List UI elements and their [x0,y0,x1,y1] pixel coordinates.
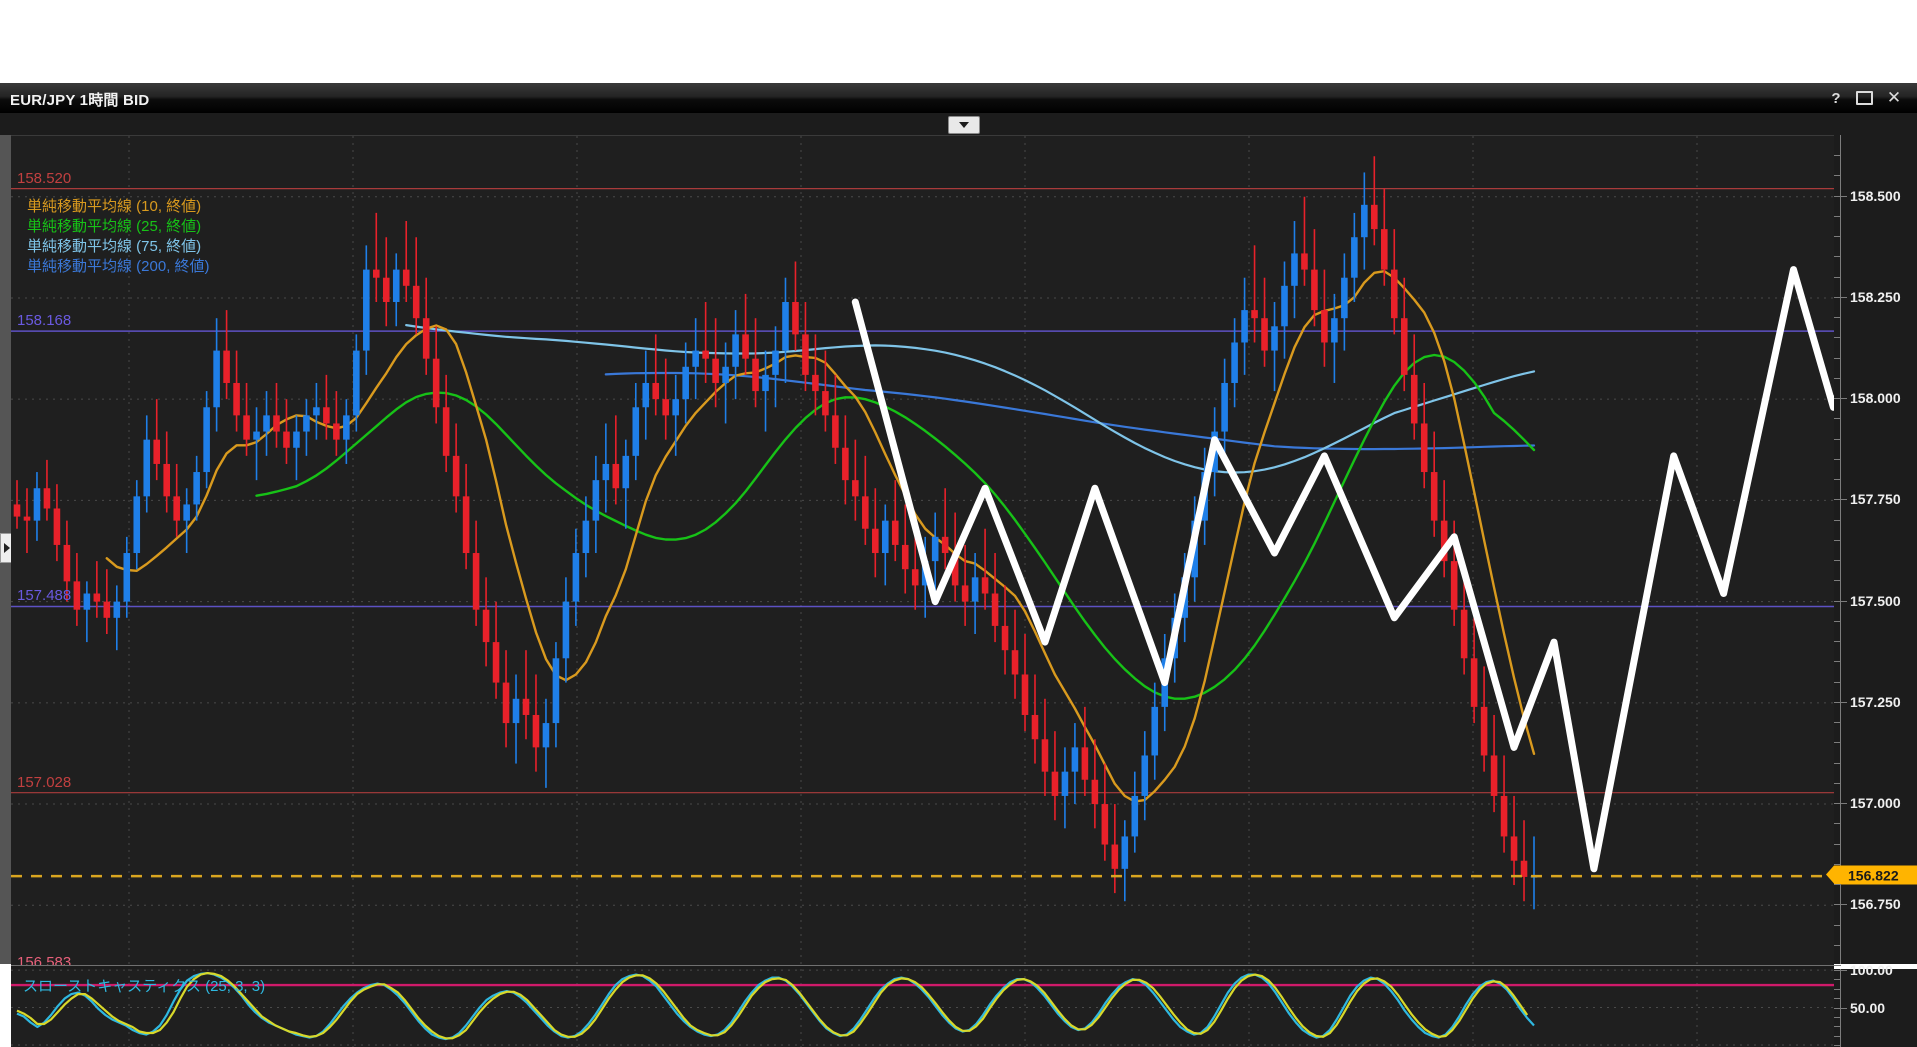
stochastic-axis-minor-tick [1834,979,1841,981]
axis-minor-tick [1834,803,1841,805]
axis-minor-tick [1834,236,1841,238]
axis-minor-tick [1834,722,1841,724]
price-grid [11,136,1834,966]
stochastic-tick-50-00: 50.00 [1850,999,1886,1016]
axis-minor-tick [1834,195,1841,197]
ma-25-line [255,353,1536,700]
axis-minor-tick [1834,884,1841,886]
stochastic-tick-100-00: 100.00 [1850,962,1893,979]
axis-minor-tick [1834,762,1841,764]
price-tick-157-250: 157.250 [1850,693,1901,710]
ma-75-line [405,324,1536,474]
price-tick-157-500: 157.500 [1850,592,1901,609]
axis-minor-tick [1834,398,1841,400]
axis-minor-tick [1834,377,1841,379]
axis-minor-tick [1834,924,1841,926]
axis-minor-tick [1834,701,1841,703]
caret-right-glyph [3,543,10,553]
axis-minor-tick [1834,499,1841,501]
ma-200-line [604,371,1536,451]
axis-minor-tick [1834,944,1841,946]
axis-minor-tick [1834,479,1841,481]
axis-rule [1840,135,1841,964]
left-rail [0,135,13,964]
stochastic-canvas [11,969,1834,1047]
axis-minor-tick [1834,438,1841,440]
axis-minor-tick [1834,823,1841,825]
chevron-down-icon[interactable] [948,116,980,134]
axis-minor-tick [1834,661,1841,663]
chart-window: EUR/JPY 1時間 BID ? ✕ 単純移動平均線 (10, 終値) [0,83,1917,1047]
window-titlebar[interactable]: EUR/JPY 1時間 BID ? ✕ [0,83,1917,113]
candlestick-series [13,156,1538,910]
axis-minor-tick [1834,296,1841,298]
axis-minor-tick [1834,357,1841,359]
help-icon[interactable]: ? [1831,89,1841,107]
axis-minor-tick [1834,560,1841,562]
toolbar-strip [0,113,1917,135]
axis-minor-tick [1834,276,1841,278]
price-axis[interactable]: 156.822 158.500 158.250 158.000 157.750 157.… [1826,135,1917,966]
axis-minor-tick [1834,742,1841,744]
price-tag-pointer [1826,865,1834,884]
stochastic-axis-minor-tick [1834,1026,1841,1028]
stochastic-chart[interactable]: スローストキャスティクス (25, 3, 3) [11,969,1834,1047]
axis-minor-tick [1834,782,1841,784]
axis-minor-tick [1834,620,1841,622]
price-tick-157-750: 157.750 [1850,491,1901,508]
axis-minor-tick [1834,418,1841,420]
axis-minor-tick [1834,317,1841,319]
price-tick-158-000: 158.000 [1850,390,1901,407]
caret-down-glyph [959,122,969,128]
stochastic-grid [11,969,1834,1047]
zigzag-overlay [851,266,1834,873]
axis-minor-tick [1834,175,1841,177]
axis-minor-tick [1834,904,1841,906]
ma-10-line [105,270,1536,803]
axis-minor-tick [1834,155,1841,157]
stochastic-axis-minor-tick [1834,1045,1841,1046]
stochastic-axis-minor-tick [1834,998,1841,1000]
stochastic-axis-minor-tick [1834,988,1841,990]
stochastic-axis-minor-tick [1834,1007,1841,1009]
price-chart[interactable]: 単純移動平均線 (10, 終値) 単純移動平均線 (25, 終値) 単純移動平均… [11,135,1834,966]
price-tick-157-000: 157.000 [1850,795,1901,812]
price-level-lines [11,188,1834,794]
price-tick-158-250: 158.250 [1850,288,1901,305]
application-root: EUR/JPY 1時間 BID ? ✕ 単純移動平均線 (10, 終値) [0,83,1917,1047]
price-chart-canvas [11,136,1834,966]
restore-square-icon [1855,91,1873,105]
price-tick-158-500: 158.500 [1850,187,1901,204]
close-icon[interactable]: ✕ [1886,88,1902,107]
stochastic-axis-minor-tick [1834,1016,1841,1018]
current-price-tag: 156.822 [1826,865,1917,885]
current-price-value: 156.822 [1848,867,1899,884]
moving-average-lines [105,270,1536,803]
axis-minor-tick [1834,863,1841,865]
stochastic-axis-minor-tick [1834,1035,1841,1037]
axis-minor-tick [1834,458,1841,460]
axis-minor-tick [1834,519,1841,521]
stochastic-axis: 100.00 50.00 [1834,962,1917,1047]
axis-minor-tick [1834,641,1841,643]
window-title: EUR/JPY 1時間 BID [10,92,150,109]
price-tick-156-750: 156.750 [1850,896,1901,913]
axis-minor-tick [1834,215,1841,217]
axis-minor-tick [1834,843,1841,845]
axis-minor-tick [1834,600,1841,602]
maximize-icon[interactable] [1853,87,1875,109]
axis-minor-tick [1834,580,1841,582]
axis-minor-tick [1834,681,1841,683]
axis-minor-tick [1834,256,1841,258]
axis-minor-tick [1834,337,1841,339]
axis-minor-tick [1834,539,1841,541]
axis-minor-tick [1834,965,1841,966]
stochastic-axis-minor-tick [1834,970,1841,972]
